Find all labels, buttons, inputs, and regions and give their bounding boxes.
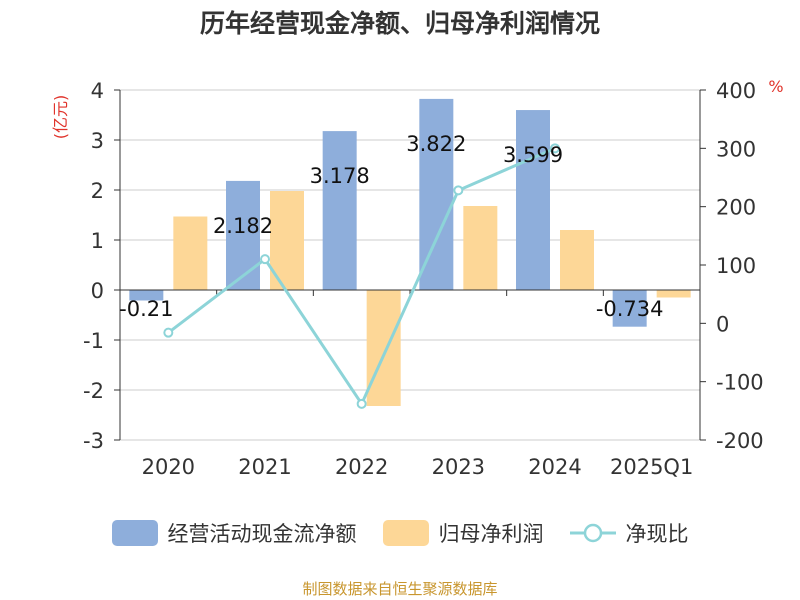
data-label-cashflow: 3.599: [503, 143, 563, 167]
point-cash-ratio: [260, 254, 270, 265]
left-tick-label: -3: [83, 429, 104, 453]
left-tick-label: 2: [91, 179, 104, 203]
left-tick-label: 0: [91, 279, 104, 303]
point-cash-ratio: [163, 327, 174, 338]
left-tick-label: -1: [83, 329, 104, 353]
left-tick-label: 4: [91, 79, 104, 103]
legend-line-cash-ratio-icon: [569, 523, 616, 543]
point-cash-ratio: [550, 143, 560, 154]
category-label: 2022: [335, 455, 388, 479]
category-label: 2023: [432, 455, 485, 479]
data-label-cashflow: -0.734: [596, 297, 664, 321]
bar-net-profit: [463, 206, 498, 290]
legend-item-cashflow[interactable]: 经营活动现金流净额: [111, 518, 357, 548]
left-tick-label: 1: [91, 229, 104, 253]
bar-cashflow: [419, 98, 454, 291]
bar-net-profit: [173, 216, 208, 290]
legend-item-net-profit[interactable]: 归母净利润: [382, 518, 544, 548]
left-tick-label: -2: [83, 379, 104, 403]
right-tick-label: 300: [716, 137, 756, 161]
chart-title: 历年经营现金净额、归母净利润情况: [199, 9, 600, 38]
right-tick-label: -100: [716, 371, 764, 395]
legend-item-cash-ratio[interactable]: 净现比: [569, 518, 689, 548]
category-label: 2020: [142, 455, 195, 479]
category-label: 2021: [238, 455, 291, 479]
legend-label-cash-ratio: 净现比: [625, 522, 689, 546]
bar-cashflow: [612, 290, 647, 327]
right-tick-label: -200: [716, 429, 764, 453]
data-label-cashflow: -0.21: [119, 297, 173, 321]
bar-net-profit: [560, 230, 594, 290]
bar-net-profit: [656, 290, 691, 298]
legend-swatch-cashflow: [111, 520, 158, 546]
category-label: 2024: [528, 455, 581, 479]
right-tick-label: 100: [716, 254, 756, 278]
source-note: 制图数据来自恒生聚源数据库: [302, 580, 498, 598]
point-cash-ratio: [356, 398, 367, 409]
legend-label-net-profit: 归母净利润: [438, 522, 544, 546]
category-label: 2025Q1: [610, 455, 693, 479]
data-label-cashflow: 3.178: [310, 164, 370, 188]
right-axis-label: %: [768, 77, 783, 96]
right-tick-label: 200: [716, 196, 756, 220]
legend: 经营活动现金流净额 归母净利润 净现比: [0, 518, 800, 548]
data-label-cashflow: 3.822: [406, 132, 466, 156]
data-label-cashflow: 2.182: [213, 214, 273, 238]
right-tick-label: 400: [716, 79, 756, 103]
bar-net-profit: [366, 290, 401, 406]
left-tick-label: 3: [91, 129, 104, 153]
point-cash-ratio: [453, 185, 464, 196]
legend-swatch-net-profit: [382, 520, 429, 546]
left-axis-label: (亿元): [51, 95, 70, 140]
bar-cashflow: [129, 290, 164, 301]
bar-cashflow: [516, 110, 550, 290]
right-tick-label: 0: [716, 312, 729, 336]
bar-cashflow: [226, 180, 260, 290]
legend-label-cashflow: 经营活动现金流净额: [167, 522, 357, 546]
bar-cashflow: [322, 131, 357, 290]
